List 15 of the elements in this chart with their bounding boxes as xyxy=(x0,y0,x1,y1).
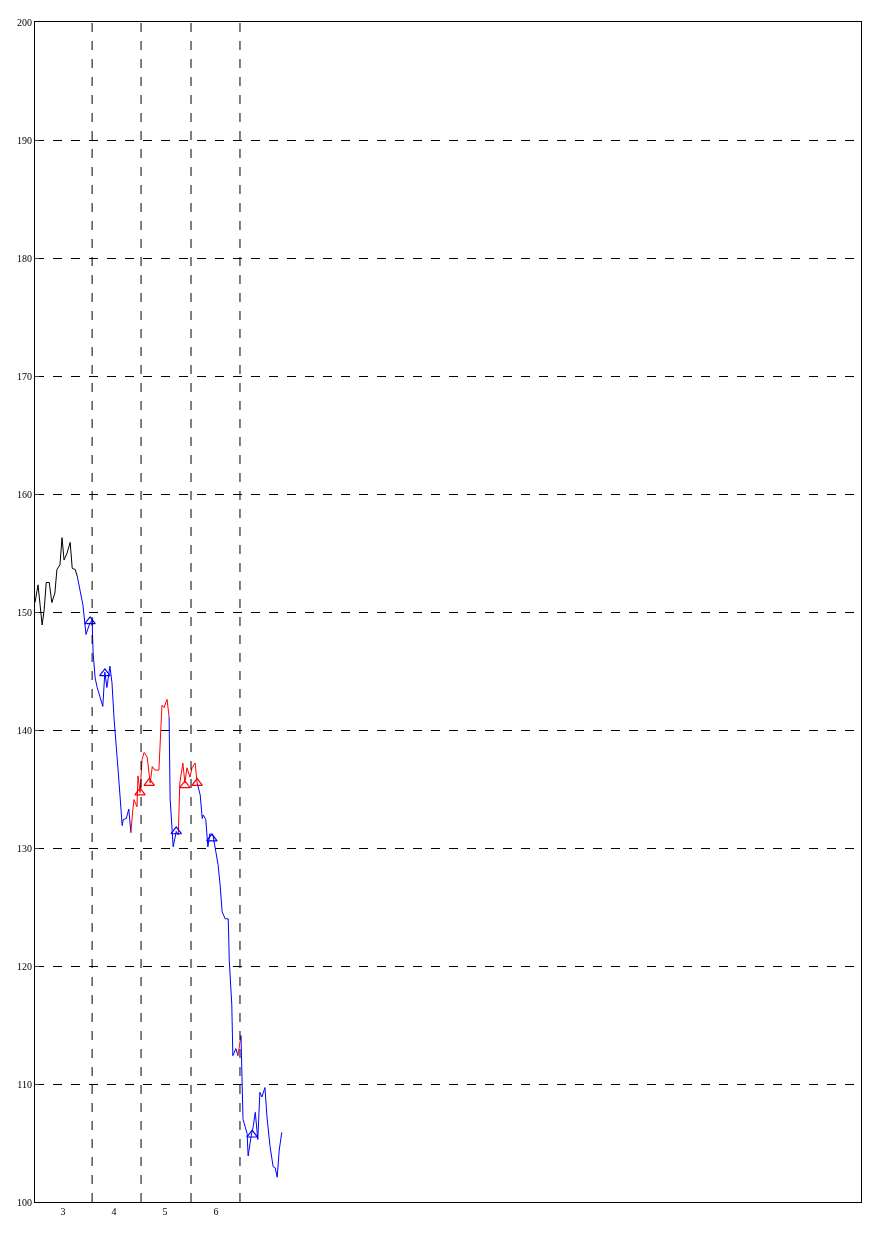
y-tick-label: 180 xyxy=(17,252,32,264)
x-tick-label: 3 xyxy=(60,1206,66,1217)
y-tick-label: 110 xyxy=(17,1078,32,1090)
y-tick-label: 150 xyxy=(17,606,32,618)
x-tick-label: 4 xyxy=(111,1206,117,1217)
y-tick-label: 100 xyxy=(17,1196,32,1208)
y-tick-label: 120 xyxy=(17,960,32,972)
y-tick-label: 200 xyxy=(17,16,32,28)
y-tick-label: 170 xyxy=(17,370,32,382)
y-tick-label: 160 xyxy=(17,488,32,500)
y-tick-label: 140 xyxy=(17,724,32,736)
y-tick-label: 130 xyxy=(17,842,32,854)
x-tick-label: 5 xyxy=(162,1206,168,1217)
y-tick-label: 190 xyxy=(17,134,32,146)
x-tick-label: 6 xyxy=(213,1206,219,1217)
